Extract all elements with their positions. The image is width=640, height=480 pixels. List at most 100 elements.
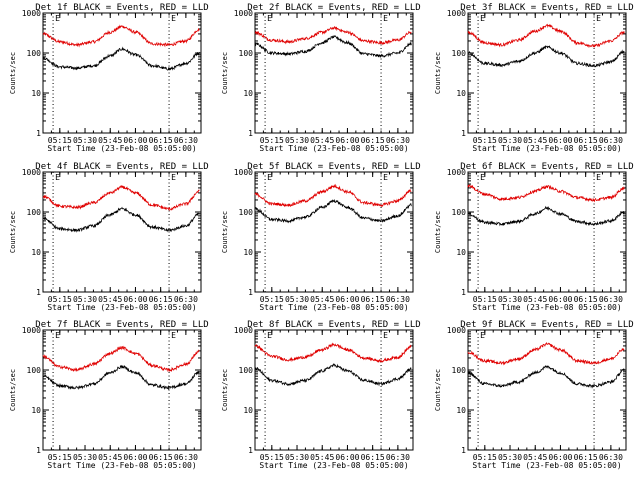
- x-tick-label: 06:00: [123, 136, 147, 145]
- y-tick-label: 1000: [234, 9, 253, 18]
- events-series-line: [467, 365, 625, 389]
- x-tick-label: 05:15: [260, 136, 284, 145]
- x-tick-label: 05:15: [473, 136, 497, 145]
- plot-frame: [254, 329, 414, 451]
- y-tick-label: 1: [248, 446, 253, 455]
- y-tick-label: 1000: [447, 168, 466, 177]
- event-marker-label: E: [480, 173, 485, 182]
- y-tick-label: 1: [248, 129, 253, 138]
- x-tick-label: 06:30: [174, 295, 198, 304]
- x-tick-label: 05:45: [98, 136, 122, 145]
- chart-title: Det 3f BLACK = Events, RED = LLD: [460, 3, 633, 13]
- x-axis-label: Start Time (23-Feb-08 05:05:00): [259, 303, 408, 312]
- y-tick-label: 1000: [234, 326, 253, 335]
- x-tick-label: 06:15: [574, 136, 598, 145]
- chart-panel-5: Det 5f BLACK = Events, RED = LLD 1 10 100 10…: [221, 162, 421, 312]
- plot-frame: [42, 12, 202, 134]
- x-tick-label: 06:00: [548, 136, 572, 145]
- x-tick-label: 05:45: [98, 295, 122, 304]
- plot-frame: [42, 171, 202, 293]
- event-marker-label: E: [267, 14, 272, 23]
- event-marker-label: E: [55, 14, 60, 23]
- event-marker-label: E: [267, 173, 272, 182]
- x-tick-label: 06:15: [361, 136, 385, 145]
- x-tick-label: 05:30: [498, 136, 522, 145]
- x-tick-label: 05:15: [260, 453, 284, 462]
- x-axis-label: Start Time (23-Feb-08 05:05:00): [47, 461, 196, 470]
- x-axis-label: Start Time (23-Feb-08 05:05:00): [259, 144, 408, 153]
- chart-title: Det 9f BLACK = Events, RED = LLD: [460, 320, 633, 330]
- lld-series-line: [467, 184, 625, 203]
- chart-panel-2: Det 2f BLACK = Events, RED = LLD 1 10 100 10…: [221, 3, 421, 153]
- x-tick-label: 06:30: [599, 136, 623, 145]
- event-marker-label: E: [55, 331, 60, 340]
- event-marker-label: E: [596, 173, 601, 182]
- x-tick-label: 05:45: [98, 453, 122, 462]
- plot-frame: [467, 171, 627, 293]
- x-tick-label: 06:00: [335, 295, 359, 304]
- x-tick-label: 05:15: [260, 295, 284, 304]
- y-tick-label: 100: [27, 208, 42, 217]
- x-tick-label: 05:15: [473, 295, 497, 304]
- x-axis-label: Start Time (23-Feb-08 05:05:00): [472, 461, 621, 470]
- y-tick-label: 100: [27, 366, 42, 375]
- events-series-line: [254, 35, 412, 58]
- events-series-line: [254, 198, 412, 224]
- x-tick-label: 06:00: [548, 453, 572, 462]
- x-tick-label: 05:15: [48, 136, 72, 145]
- event-marker-label: E: [596, 14, 601, 23]
- x-axis-label: Start Time (23-Feb-08 05:05:00): [472, 144, 621, 153]
- x-tick-label: 05:15: [48, 295, 72, 304]
- y-axis-label: Counts/sec: [434, 369, 442, 411]
- lld-series-line: [254, 183, 412, 208]
- event-marker-label: E: [55, 173, 60, 182]
- lld-series-line: [467, 342, 625, 366]
- event-marker-label: E: [596, 331, 601, 340]
- chart-panel-3: Det 3f BLACK = Events, RED = LLD 1 10 100 10…: [434, 3, 634, 153]
- x-tick-label: 06:15: [361, 295, 385, 304]
- lld-series-line: [42, 345, 200, 373]
- y-tick-label: 10: [243, 89, 253, 98]
- y-tick-label: 100: [239, 208, 254, 217]
- y-tick-label: 10: [31, 406, 41, 415]
- y-tick-label: 1000: [22, 168, 41, 177]
- chart-title: Det 7f BLACK = Events, RED = LLD: [35, 320, 208, 330]
- events-series-line: [467, 205, 625, 227]
- x-tick-label: 05:30: [285, 136, 309, 145]
- x-tick-label: 06:15: [574, 453, 598, 462]
- event-marker-label: E: [480, 14, 485, 23]
- y-tick-label: 10: [31, 89, 41, 98]
- x-tick-label: 05:45: [523, 453, 547, 462]
- y-tick-label: 100: [452, 208, 467, 217]
- x-axis-label: Start Time (23-Feb-08 05:05:00): [259, 461, 408, 470]
- chart-title: Det 6f BLACK = Events, RED = LLD: [460, 162, 633, 172]
- x-tick-label: 05:30: [498, 453, 522, 462]
- y-axis-label: Counts/sec: [221, 211, 229, 253]
- y-axis-label: Counts/sec: [221, 52, 229, 94]
- y-axis-label: Counts/sec: [434, 211, 442, 253]
- events-series-line: [467, 45, 625, 68]
- y-tick-label: 1: [461, 129, 466, 138]
- plot-frame: [467, 329, 627, 451]
- x-tick-label: 06:00: [335, 136, 359, 145]
- events-series-line: [254, 363, 412, 387]
- x-tick-label: 06:30: [599, 453, 623, 462]
- x-tick-label: 05:30: [285, 295, 309, 304]
- y-tick-label: 10: [456, 89, 466, 98]
- event-marker-label: E: [171, 173, 176, 182]
- y-tick-label: 1: [36, 446, 41, 455]
- chart-title: Det 4f BLACK = Events, RED = LLD: [35, 162, 208, 172]
- chart-panel-6: Det 6f BLACK = Events, RED = LLD 1 10 100 10…: [434, 162, 634, 312]
- y-tick-label: 1000: [234, 168, 253, 177]
- x-tick-label: 06:30: [386, 136, 410, 145]
- chart-title: Det 8f BLACK = Events, RED = LLD: [247, 320, 420, 330]
- y-tick-label: 1: [36, 288, 41, 297]
- y-tick-label: 10: [456, 406, 466, 415]
- chart-title: Det 1f BLACK = Events, RED = LLD: [35, 3, 208, 13]
- y-tick-label: 1000: [447, 326, 466, 335]
- x-tick-label: 05:30: [73, 136, 97, 145]
- event-marker-label: E: [480, 331, 485, 340]
- lld-series-line: [254, 26, 412, 46]
- x-axis-label: Start Time (23-Feb-08 05:05:00): [47, 303, 196, 312]
- events-series-line: [42, 364, 200, 391]
